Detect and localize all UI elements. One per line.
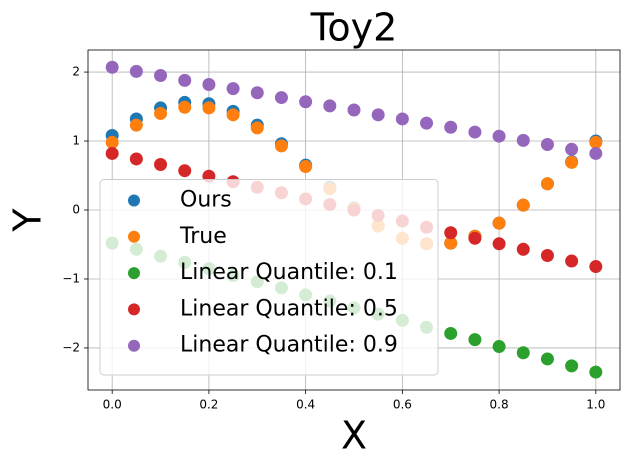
scatter-point [371,108,385,122]
scatter-point [105,60,119,74]
scatter-point [516,346,530,360]
scatter-point [323,99,337,113]
scatter-point [444,236,458,250]
scatter-point [129,64,143,78]
scatter-point [540,249,554,263]
legend-marker [128,194,140,207]
scatter-point [444,226,458,240]
legend: Ours True Linear Quantile: 0.1 Linear Quant… [99,179,439,376]
scatter-point [420,116,434,130]
legend-label: Linear Quantile: 0.5 [180,296,398,321]
scatter-point [468,125,482,139]
scatter-point [226,108,240,122]
scatter-point [589,135,603,149]
y-tick-label: 2 [72,65,80,79]
x-tick-label: 0.2 [199,398,218,412]
scatter-point [565,155,579,169]
scatter-point [178,73,192,87]
scatter-point [516,198,530,212]
scatter-point [202,101,216,115]
plot-frame [87,49,621,391]
legend-label: Ours [180,188,232,213]
scatter-point [299,160,313,174]
scatter-point [105,146,119,160]
x-axis-label: X [341,414,367,458]
legend-marker [128,230,140,243]
scatter-point [492,216,506,230]
scatter-point [565,359,579,373]
y-axis-label: Y [6,208,50,233]
scatter-point [129,152,143,166]
scatter-point [274,139,288,153]
scatter-point [444,326,458,340]
scatter-point [565,254,579,268]
scatter-point [226,82,240,96]
y-tick-label: −2 [62,340,80,354]
scatter-point [154,157,168,171]
y-tick-label: 1 [72,134,80,148]
chart-title: Toy2 [310,6,398,50]
y-tick-label: 0 [72,203,80,217]
legend-marker [128,339,140,352]
scatter-point [395,112,409,126]
x-tick-label: 1.0 [586,398,605,412]
scatter-point [444,120,458,134]
legend-box [99,179,439,376]
scatter-point [274,91,288,105]
scatter-point [154,69,168,83]
legend-label: Linear Quantile: 0.1 [180,260,398,285]
scatter-point [299,95,313,109]
scatter-point [202,77,216,91]
scatter-point [154,106,168,120]
legend-marker [128,303,140,316]
scatter-point [540,352,554,366]
scatter-point [565,142,579,156]
scatter-point [468,333,482,347]
scatter-point [492,129,506,143]
scatter-point [589,146,603,160]
scatter-point [129,118,143,132]
y-tick-label: −1 [62,271,80,285]
x-tick-label: 0.6 [393,398,412,412]
x-tick-label: 0.0 [103,398,122,412]
scatter-point [492,340,506,354]
x-tick-label: 0.4 [296,398,315,412]
scatter-point [540,137,554,151]
scatter-point [468,231,482,245]
scatter-point [178,164,192,178]
scatter-point [250,121,264,135]
legend-label: True [179,224,227,249]
scatter-point [516,133,530,147]
scatter-point [178,100,192,114]
scatter-point [589,260,603,274]
scatter-point [516,242,530,256]
legend-marker [128,267,140,280]
legend-label: Linear Quantile: 0.9 [180,333,398,358]
x-tick-label: 0.8 [490,398,509,412]
scatter-point [347,103,361,117]
scatter-point [492,237,506,251]
scatter-point [540,177,554,191]
scatter-point [250,86,264,100]
scatter-point [589,365,603,379]
scatter-point [105,135,119,149]
